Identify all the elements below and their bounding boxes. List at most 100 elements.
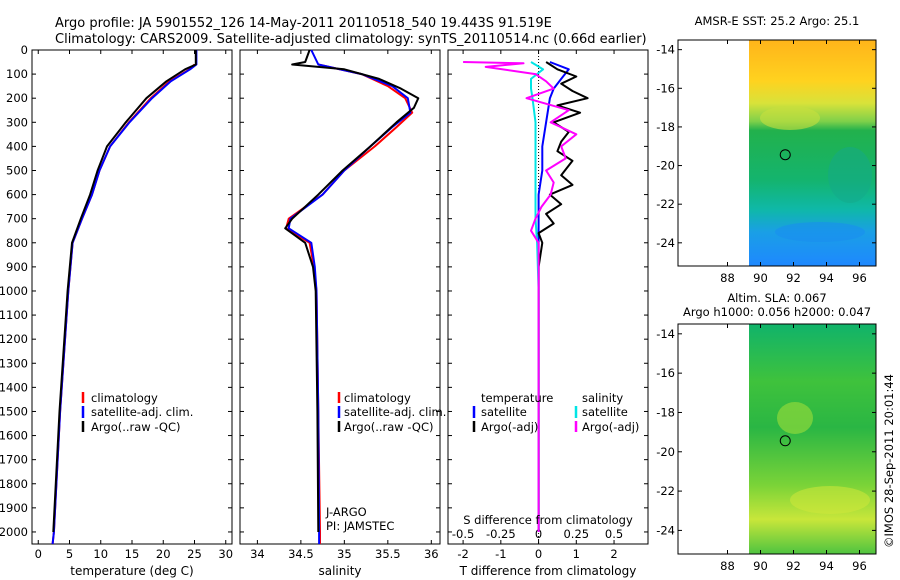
depth-tick-label: 1500: [0, 404, 28, 418]
map-x-tick-label: 96: [852, 559, 867, 573]
temperature-series: [51, 50, 198, 544]
x-tick-label: 35.5: [375, 547, 401, 561]
x-tick-label: 20: [156, 547, 171, 561]
salinity-panel: 34 34.5 35 35.5 36 salinity climatology sate…: [239, 49, 446, 578]
temperature-panel: 0100200300400500600700800900100011001200…: [0, 43, 233, 578]
sla-map: Altim. SLA: 0.067 Argo h1000: 0.056 h200…: [656, 291, 877, 573]
depth-tick-label: 1100: [0, 308, 28, 322]
map-y-tick-label: -16: [656, 81, 675, 95]
x-tick-label: 1: [573, 547, 580, 561]
float-pi: PI: JAMSTEC: [326, 519, 394, 533]
depth-tick-label: 1900: [0, 501, 28, 515]
sla-map-field: [749, 324, 876, 554]
temperature-axes: 0100200300400500600700800900100011001200…: [0, 43, 233, 561]
legend-satellite-label: satellite-adj. clim.: [344, 405, 446, 419]
legend-temperature-header: temperature: [481, 391, 553, 405]
sla-map-axes: 88 90 92 94 96 -14 -16 -18 -20 -22 -24: [656, 324, 876, 573]
sst-map-frame: [677, 39, 877, 267]
legend-temp-satellite-label: satellite: [481, 405, 527, 419]
sla-argo-position-marker: [779, 435, 791, 447]
sst-map: AMSR-E SST: 25.2 Argo: 25.1 88 90 92 94 96 -1…: [656, 14, 877, 285]
depth-tick-label: 2000: [0, 525, 28, 539]
depth-tick-label: 1200: [0, 332, 28, 346]
x-tick-label: 35: [337, 547, 352, 561]
difference-axes-frame: [447, 49, 649, 545]
x-tick-label: 5: [66, 547, 73, 561]
depth-tick-label: 1700: [0, 453, 28, 467]
x-tick-label: 10: [93, 547, 108, 561]
depth-tick-label: 900: [6, 260, 28, 274]
salinity-axes: 34 34.5 35 35.5 36: [240, 49, 440, 561]
x-tick-label: 34: [250, 547, 265, 561]
x-tick-label: 0: [35, 547, 42, 561]
map-y-tick-label: -14: [656, 327, 675, 341]
depth-tick-label: 800: [6, 236, 28, 250]
depth-tick-label: 600: [6, 188, 28, 202]
map-x-tick-label: 96: [852, 271, 867, 285]
map-y-tick-label: -18: [656, 120, 675, 134]
salinity-axes-frame: [239, 49, 441, 545]
sst-map-title: AMSR-E SST: 25.2 Argo: 25.1: [695, 14, 860, 28]
sst-argo-position-marker: [779, 149, 791, 161]
depth-tick-label: 200: [6, 91, 28, 105]
sla-high-patch: [777, 402, 813, 434]
legend-salinity-header: salinity: [582, 391, 623, 405]
depth-tick-label: 500: [6, 163, 28, 177]
depth-tick-label: 1600: [0, 429, 28, 443]
legend-climatology-label: climatology: [344, 391, 411, 405]
legend-sal-satellite-label: satellite: [582, 405, 628, 419]
map-x-tick-label: 88: [720, 271, 735, 285]
series-line-temperature-satellite: [537, 61, 570, 532]
salinity-xlabel: salinity: [318, 564, 361, 578]
sla-map-frame: [677, 323, 877, 555]
map-y-tick-label: -14: [656, 43, 675, 57]
sst-cool-patch: [828, 147, 872, 203]
map-y-tick-label: -20: [656, 445, 675, 459]
sla-map-title-line2: Argo h1000: 0.056 h2000: 0.047: [683, 305, 871, 319]
x-tick-label: 15: [125, 547, 140, 561]
legend-climatology-label: climatology: [91, 391, 158, 405]
temperature-xlabel: temperature (deg C): [70, 564, 193, 578]
s-tick-label: -0.5: [452, 527, 474, 541]
s-tick-label: 0.5: [605, 527, 623, 541]
difference-s-xlabel: S difference from climatology: [463, 513, 633, 527]
difference-series: [463, 50, 589, 544]
depth-tick-label: 300: [6, 115, 28, 129]
depth-tick-label: 1000: [0, 284, 28, 298]
x-tick-label: -1: [495, 547, 506, 561]
s-tick-label: -0.25: [486, 527, 516, 541]
legend-temp-argo-label: Argo(-adj): [481, 420, 538, 434]
series-line-salinity-satellite: [530, 61, 545, 532]
salinity-series: [284, 49, 420, 544]
difference-legend: temperature salinity satellite Argo(-adj…: [472, 391, 639, 434]
map-x-tick-label: 94: [819, 559, 834, 573]
map-x-tick-label: 90: [753, 559, 768, 573]
map-x-tick-label: 92: [786, 271, 801, 285]
map-x-tick-label: 90: [753, 271, 768, 285]
depth-tick-label: 400: [6, 139, 28, 153]
map-x-tick-label: 92: [786, 559, 801, 573]
series-line-satellite-adj-clim-: [287, 49, 412, 544]
temperature-axes-frame: [31, 49, 233, 545]
series-line-argo-raw-qc-: [284, 49, 420, 533]
map-y-tick-label: -18: [656, 405, 675, 419]
x-tick-label: 36: [424, 547, 439, 561]
imos-timestamp: ©IMOS 28-Sep-2011 20:01:44: [882, 374, 896, 548]
sla-map-title-line1: Altim. SLA: 0.067: [727, 291, 826, 305]
legend-sal-argo-label: Argo(-adj): [582, 420, 639, 434]
map-y-tick-label: -22: [656, 484, 675, 498]
depth-tick-label: 1800: [0, 477, 28, 491]
figure-title-line1: Argo profile: JA 5901552_126 14-May-2011…: [55, 16, 552, 31]
map-y-tick-label: -22: [656, 197, 675, 211]
s-tick-label: 0.25: [563, 527, 589, 541]
series-line-argo-raw-qc-: [52, 50, 197, 533]
temperature-legend: climatology satellite-adj. clim. Argo(..…: [81, 391, 193, 434]
difference-xlabel: T difference from climatology: [459, 564, 637, 578]
series-line-climatology: [285, 63, 414, 544]
x-tick-label: 2: [610, 547, 617, 561]
map-y-tick-label: -24: [656, 236, 675, 250]
legend-satellite-label: satellite-adj. clim.: [91, 405, 193, 419]
depth-tick-label: 1300: [0, 356, 28, 370]
